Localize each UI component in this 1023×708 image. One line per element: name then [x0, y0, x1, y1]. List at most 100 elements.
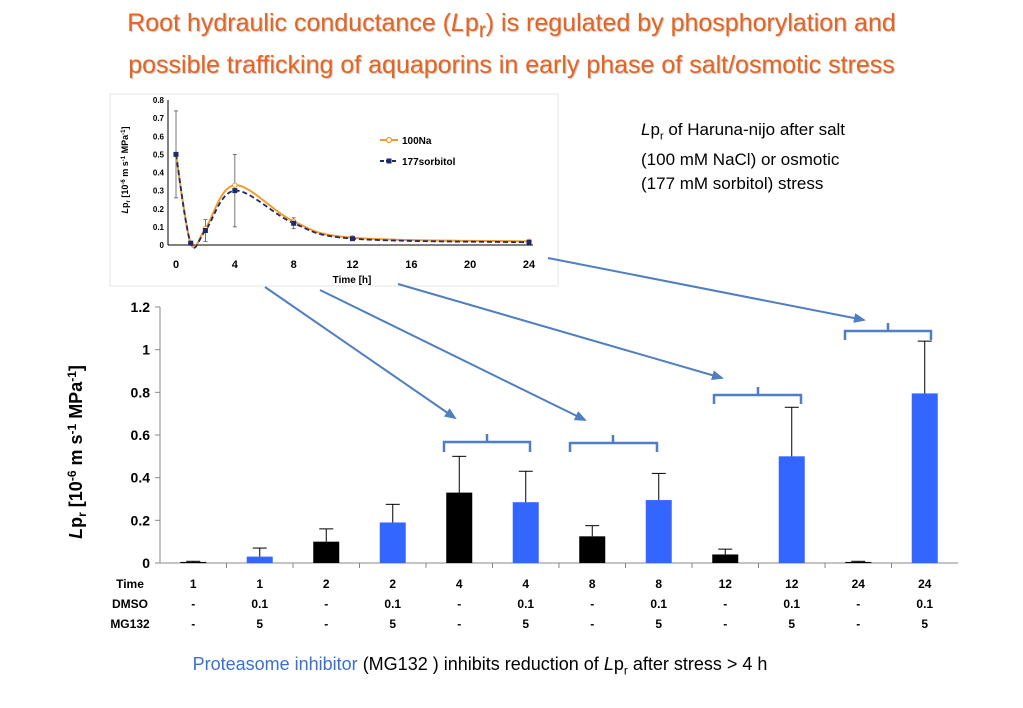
- inset-y-tick-label: 0.8: [153, 96, 165, 105]
- bar-y-tick-label: 0.2: [131, 512, 151, 528]
- time-cell: 2: [323, 577, 330, 591]
- inset-x-tick-label: 8: [291, 259, 297, 271]
- dmso-cell: 0.1: [916, 597, 933, 611]
- bar: [379, 522, 406, 563]
- bar: [845, 561, 872, 563]
- series-177sorbitol-point: [291, 220, 297, 226]
- bar: [512, 502, 539, 563]
- inset-x-tick-label: 4: [232, 259, 239, 271]
- time-cell: 2: [389, 577, 396, 591]
- inset-y-tick-label: 0.3: [153, 187, 165, 196]
- arrow-12h: [397, 283, 724, 381]
- slide-title-line2: possible trafficking of aquaporins in ea…: [128, 51, 895, 79]
- time-cell: 12: [719, 577, 733, 591]
- brace-8h: [568, 435, 659, 452]
- time-cell: 4: [522, 577, 529, 591]
- mg132-cell: -: [324, 617, 328, 631]
- bar: [645, 500, 672, 563]
- arrow-8h: [319, 289, 587, 421]
- dmso-cell: -: [191, 597, 195, 611]
- mg132-cell: 5: [389, 617, 396, 631]
- legend-100na-marker: [385, 136, 393, 144]
- bar: [313, 541, 340, 563]
- dmso-cell: 0.1: [783, 597, 800, 611]
- series-177sorbitol-point: [188, 240, 194, 246]
- inset-legend: 100Na 177sorbitol: [380, 136, 456, 168]
- bar-y-tick-label: 1: [142, 342, 150, 358]
- legend-sorbitol-marker: [386, 158, 392, 164]
- inset-y-tick-label: 0.1: [153, 223, 165, 232]
- bar-y-tick-label: 0.6: [131, 427, 151, 443]
- inset-y-tick-label: 0.6: [153, 132, 165, 141]
- slide-title: Root hydraulic conductance (Lpr) is regu…: [0, 6, 1023, 82]
- dmso-cell: -: [590, 597, 594, 611]
- mg132-cell: 5: [522, 617, 529, 631]
- time-cell: 8: [589, 577, 596, 591]
- series-177sorbitol-point: [173, 151, 179, 157]
- time-cell: 24: [918, 577, 932, 591]
- footer-caption: Proteasome inhibitor (MG132 ) inhibits r…: [192, 654, 768, 678]
- dmso-cell: 0.1: [650, 597, 667, 611]
- bar-y-tick-label: 0: [142, 555, 150, 571]
- bar-y-tick-label: 0.4: [131, 470, 151, 486]
- series-177sorbitol-point: [526, 239, 532, 245]
- brace-4h: [442, 434, 532, 452]
- inset-y-tick-label: 0: [160, 241, 165, 250]
- bar: [446, 492, 473, 563]
- bar: [180, 561, 207, 563]
- dmso-cell: 0.1: [517, 597, 534, 611]
- mg132-cell: -: [191, 617, 195, 631]
- bar: [712, 554, 739, 563]
- brace-12h: [712, 387, 803, 404]
- inset-y-tick-label: 0.2: [153, 205, 165, 214]
- dmso-cell: -: [457, 597, 461, 611]
- mg132-cell: -: [590, 617, 594, 631]
- dmso-cell: 0.1: [251, 597, 268, 611]
- legend-sorbitol-label: 177sorbitol: [402, 157, 456, 168]
- row-label: DMSO: [112, 597, 148, 611]
- mg132-cell: 5: [921, 617, 928, 631]
- inset-x-tick-label: 20: [464, 259, 476, 271]
- series-100na-point: [232, 182, 238, 188]
- inset-x-tick-label: 16: [405, 259, 417, 271]
- legend-100na-label: 100Na: [402, 136, 432, 147]
- bar: [579, 536, 606, 563]
- mg132-cell: 5: [256, 617, 263, 631]
- bar: [911, 393, 938, 563]
- inset-y-tick-label: 0.7: [153, 114, 165, 123]
- arrow-24h: [547, 257, 866, 323]
- mg132-cell: -: [457, 617, 461, 631]
- bar-chart: 0 0.2 0.4 0.6 0.8 1 1.2 1 - - 1 0.1 5 2 - - 2 0.1 5 4 - - 4 0.1…: [110, 299, 958, 631]
- time-cell: 1: [190, 577, 197, 591]
- time-cell: 24: [852, 577, 866, 591]
- inset-x-tick-label: 12: [346, 259, 358, 271]
- mg132-cell: -: [723, 617, 727, 631]
- time-cell: 12: [785, 577, 799, 591]
- inset-x-axis-label: Time [h]: [333, 275, 372, 286]
- bar-y-tick-label: 1.2: [131, 299, 151, 315]
- inset-chart-background: [109, 93, 559, 287]
- bar-y-axis-label: Lpr [10-6 m s-1 MPa-1]: [65, 365, 89, 539]
- row-label: MG132: [110, 617, 150, 631]
- dmso-cell: 0.1: [384, 597, 401, 611]
- time-cell: 8: [655, 577, 662, 591]
- brace-24h: [843, 323, 933, 340]
- bar: [778, 456, 805, 563]
- series-177sorbitol-point: [350, 236, 355, 242]
- dmso-cell: -: [723, 597, 727, 611]
- inset-y-tick-label: 0.4: [153, 169, 165, 178]
- mg132-cell: 5: [655, 617, 662, 631]
- series-177sorbitol-point: [202, 228, 208, 233]
- arrow-4h-control: [264, 286, 457, 420]
- dmso-cell: -: [324, 597, 328, 611]
- bar: [246, 556, 273, 563]
- inset-x-tick-label: 24: [523, 259, 536, 271]
- inset-x-tick-label: 0: [173, 259, 179, 271]
- chart-description: Lpr of Haruna-nijo after salt (100 mM Na…: [641, 120, 846, 194]
- mg132-cell: -: [856, 617, 860, 631]
- row-label: Time: [116, 577, 144, 591]
- dmso-cell: -: [856, 597, 860, 611]
- mg132-cell: 5: [788, 617, 795, 631]
- braces: [442, 323, 933, 452]
